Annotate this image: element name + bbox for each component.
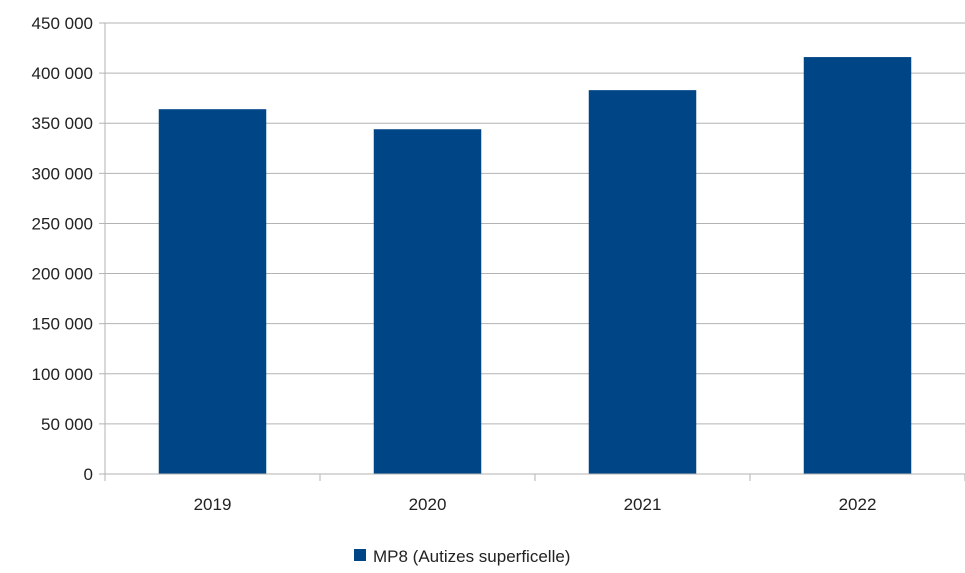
x-tick-label: 2019: [194, 495, 232, 514]
y-tick-label: 100 000: [32, 365, 93, 384]
y-tick-label: 300 000: [32, 164, 93, 183]
x-tick-label: 2020: [409, 495, 447, 514]
y-tick-label: 50 000: [41, 415, 93, 434]
x-tick-label: 2021: [624, 495, 662, 514]
y-tick-label: 350 000: [32, 114, 93, 133]
bars: [158, 57, 912, 475]
bar-2022: [803, 57, 912, 474]
axes: [104, 23, 965, 481]
y-tick-label: 250 000: [32, 214, 93, 233]
y-tick-label: 0: [84, 465, 93, 484]
bar-2020: [373, 129, 482, 475]
legend: MP8 (Autizes superficelle): [354, 547, 570, 566]
x-tick-label: 2022: [839, 495, 877, 514]
x-axis-tick-labels: 2019 2020 2021 2022: [194, 495, 877, 514]
y-tick-label: 200 000: [32, 265, 93, 284]
legend-label: MP8 (Autizes superficelle): [373, 547, 570, 566]
y-tick-label: 150 000: [32, 315, 93, 334]
y-tick-label: 400 000: [32, 64, 93, 83]
bar-2019: [158, 109, 267, 475]
y-tick-label: 450 000: [32, 14, 93, 33]
bar-2021: [588, 90, 697, 474]
legend-swatch: [354, 549, 366, 561]
y-axis-tick-labels: 0 50 000 100 000 150 000 200 000 250 000 300 0…: [32, 14, 93, 484]
